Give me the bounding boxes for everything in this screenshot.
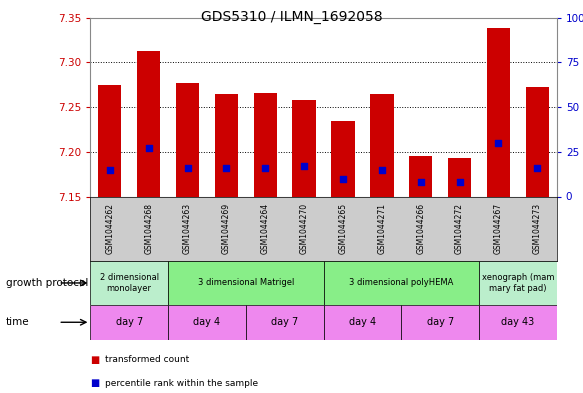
- Text: day 43: day 43: [501, 317, 535, 327]
- Bar: [137, 51, 160, 196]
- Point: [144, 145, 153, 151]
- Bar: [90, 261, 168, 305]
- Text: GSM1044262: GSM1044262: [106, 204, 114, 254]
- Text: GSM1044269: GSM1044269: [222, 203, 231, 255]
- Text: day 7: day 7: [271, 317, 298, 327]
- Bar: [331, 121, 354, 196]
- Point: [261, 165, 270, 171]
- Text: GSM1044267: GSM1044267: [494, 203, 503, 255]
- Point: [183, 165, 192, 171]
- Point: [338, 175, 347, 182]
- Point: [455, 179, 464, 185]
- Text: time: time: [6, 317, 30, 327]
- Text: 2 dimensional
monolayer: 2 dimensional monolayer: [100, 273, 159, 293]
- Bar: [324, 305, 401, 340]
- Bar: [98, 85, 121, 196]
- Text: day 4: day 4: [349, 317, 376, 327]
- Bar: [293, 100, 316, 196]
- Text: xenograph (mam
mary fat pad): xenograph (mam mary fat pad): [482, 273, 554, 293]
- Text: 3 dimensional Matrigel: 3 dimensional Matrigel: [198, 279, 294, 287]
- Text: GDS5310 / ILMN_1692058: GDS5310 / ILMN_1692058: [201, 10, 382, 24]
- Bar: [246, 305, 324, 340]
- Bar: [176, 83, 199, 196]
- Point: [222, 165, 231, 171]
- Bar: [324, 261, 479, 305]
- Bar: [487, 28, 510, 196]
- Text: day 7: day 7: [115, 317, 143, 327]
- Bar: [409, 156, 433, 196]
- Point: [494, 140, 503, 146]
- Point: [533, 165, 542, 171]
- Bar: [526, 87, 549, 196]
- Text: day 7: day 7: [427, 317, 454, 327]
- Text: transformed count: transformed count: [105, 355, 189, 364]
- Text: ■: ■: [90, 378, 100, 388]
- Bar: [254, 93, 277, 196]
- Bar: [370, 94, 394, 196]
- Text: GSM1044273: GSM1044273: [533, 203, 542, 255]
- Text: ■: ■: [90, 354, 100, 365]
- Point: [416, 179, 426, 185]
- Text: GSM1044270: GSM1044270: [300, 203, 308, 255]
- Text: day 4: day 4: [194, 317, 220, 327]
- Bar: [401, 305, 479, 340]
- Text: GSM1044271: GSM1044271: [377, 204, 387, 254]
- Bar: [479, 305, 557, 340]
- Text: percentile rank within the sample: percentile rank within the sample: [105, 379, 258, 387]
- Bar: [168, 261, 324, 305]
- Bar: [168, 305, 246, 340]
- Point: [377, 167, 387, 173]
- Bar: [479, 261, 557, 305]
- Text: GSM1044272: GSM1044272: [455, 204, 464, 254]
- Text: GSM1044265: GSM1044265: [339, 203, 347, 255]
- Text: GSM1044264: GSM1044264: [261, 203, 270, 255]
- Bar: [215, 94, 238, 196]
- Bar: [90, 305, 168, 340]
- Text: GSM1044263: GSM1044263: [183, 203, 192, 255]
- Text: GSM1044268: GSM1044268: [144, 204, 153, 254]
- Text: GSM1044266: GSM1044266: [416, 203, 425, 255]
- Point: [105, 167, 114, 173]
- Text: growth protocol: growth protocol: [6, 278, 88, 288]
- Point: [300, 163, 309, 169]
- Text: 3 dimensional polyHEMA: 3 dimensional polyHEMA: [349, 279, 454, 287]
- Bar: [448, 158, 471, 196]
